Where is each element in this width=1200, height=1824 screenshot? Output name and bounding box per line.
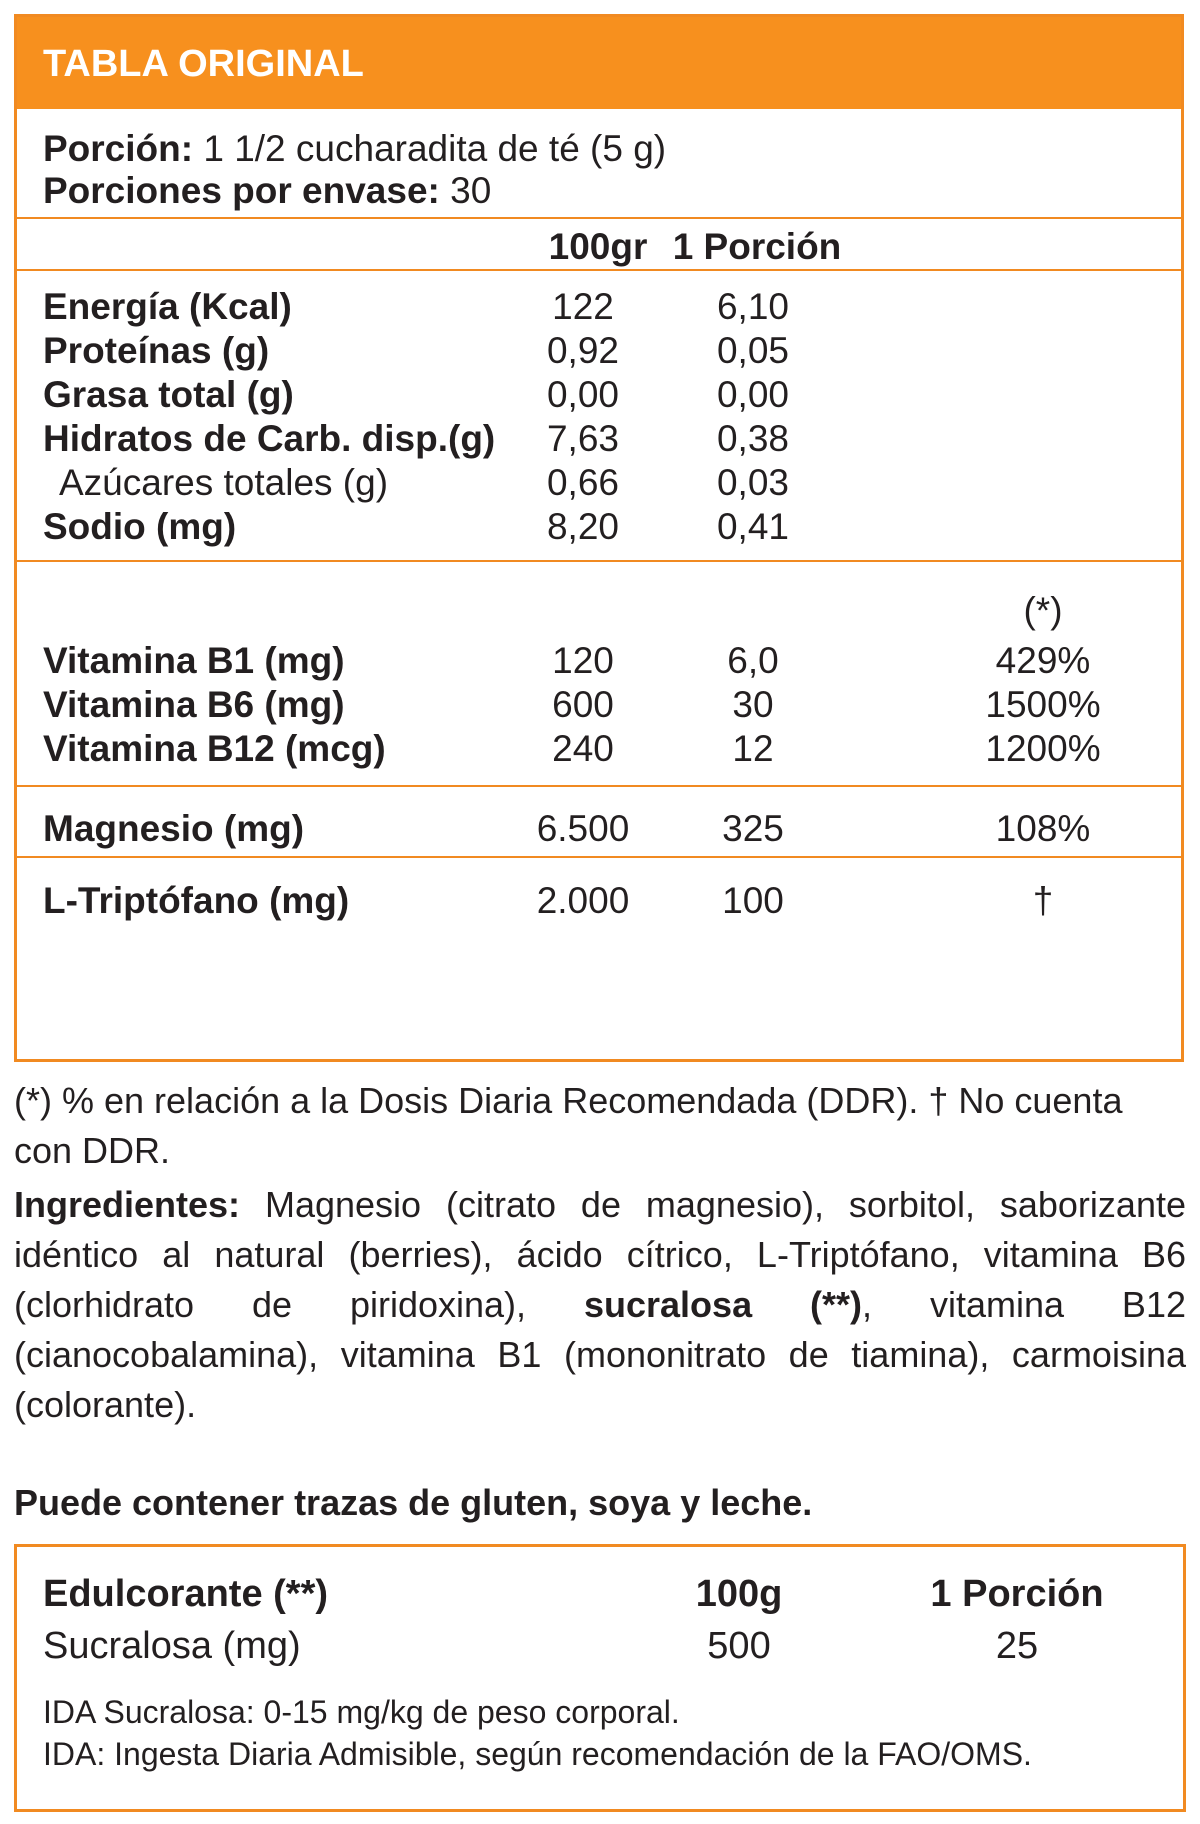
serving-size-value: 1 1/2 cucharadita de té (5 g) — [193, 128, 667, 169]
tryptophan-label: L-Triptófano (mg) — [43, 880, 350, 921]
vitamin-value-portion: 6,0 — [727, 640, 779, 681]
sweetener-row-100g: 500 — [707, 1625, 771, 1667]
nutrient-value-portion: 0,03 — [716, 462, 789, 503]
magnesium-value-ddr: 108% — [995, 808, 1091, 849]
servings-per-pack-label: Porciones por envase: — [43, 170, 440, 211]
vitamin-value-ddr: 1200% — [985, 728, 1101, 769]
vitamin-label-b6: Vitamina B6 (mg) — [43, 684, 345, 725]
ingredients-label: Ingredientes: — [14, 1184, 241, 1225]
sweetener-table: Edulcorante (**) 100g 1 Porción Sucralos… — [14, 1544, 1186, 1812]
magnesium-value-100g: 6.500 — [536, 808, 630, 849]
vitamin-value-portion: 12 — [732, 728, 774, 769]
sweetener-note-definition: IDA: Ingesta Diaria Admisible, según rec… — [43, 1736, 1032, 1772]
tryptophan-value-portion: 100 — [722, 880, 784, 921]
nutrient-value-100g: 8,20 — [546, 506, 619, 547]
vitamin-label-b1: Vitamina B1 (mg) — [43, 640, 345, 681]
divider — [17, 217, 1181, 219]
vitamin-value-100g: 120 — [552, 640, 614, 681]
ingredients-text-a: Magnesio (citrato de magnesio), sorbitol… — [14, 1184, 1186, 1325]
column-header-100g: 100gr — [548, 226, 648, 267]
serving-size-label: Porción: — [43, 128, 194, 169]
ingredients: Ingredientes: Magnesio (citrato de magne… — [14, 1180, 1186, 1430]
vitamin-label-b12: Vitamina B12 (mcg) — [43, 728, 386, 769]
nutrient-value-portion: 0,41 — [716, 506, 789, 547]
magnesium-value-portion: 325 — [722, 808, 784, 849]
nutrient-value-100g: 122 — [552, 286, 614, 327]
nutrient-value-portion: 0,00 — [716, 374, 789, 415]
nutrient-label-sugars: Azúcares totales (g) — [59, 462, 389, 503]
serving-size: Porción: 1 1/2 cucharadita de té (5 g) — [43, 127, 666, 171]
sweetener-title: Edulcorante (**) — [43, 1573, 329, 1615]
servings-per-pack-value: 30 — [439, 170, 492, 211]
table-header-bar: TABLA ORIGINAL — [17, 17, 1181, 109]
ddr-marker: (*) — [1023, 590, 1063, 631]
vitamin-value-portion: 30 — [732, 684, 774, 725]
nutrient-label-carbs: Hidratos de Carb. disp.(g) — [43, 418, 496, 459]
nutrient-value-portion: 6,10 — [716, 286, 789, 327]
nutrient-label-fat: Grasa total (g) — [43, 374, 294, 415]
divider — [17, 269, 1181, 271]
footnote: (*) % en relación a la Dosis Diaria Reco… — [14, 1080, 1123, 1171]
divider — [17, 785, 1181, 787]
allergen-warning: Puede contener trazas de gluten, soya y … — [14, 1482, 813, 1523]
tryptophan-value-ddr: † — [1032, 880, 1054, 921]
ingredients-sucralose: sucralosa (**) — [583, 1284, 863, 1325]
sweetener-row-portion: 25 — [995, 1625, 1039, 1667]
sweetener-row-label: Sucralosa (mg) — [43, 1625, 301, 1667]
magnesium-label: Magnesio (mg) — [43, 808, 305, 849]
nutrition-table: TABLA ORIGINAL Porción: 1 1/2 cucharadit… — [14, 14, 1184, 1062]
nutrient-value-100g: 0,92 — [546, 330, 619, 371]
nutrient-label-protein: Proteínas (g) — [43, 330, 270, 371]
divider — [17, 560, 1181, 562]
vitamin-value-ddr: 429% — [995, 640, 1091, 681]
sweetener-column-100g: 100g — [695, 1573, 783, 1615]
vitamin-value-100g: 240 — [552, 728, 614, 769]
servings-per-pack: Porciones por envase: 30 — [43, 169, 491, 213]
ingredients-text-b: , vitamina B12 (cianocobalamina), vitami… — [14, 1284, 1186, 1425]
nutrient-value-100g: 0,66 — [546, 462, 619, 503]
sweetener-note-ida: IDA Sucralosa: 0-15 mg/kg de peso corpor… — [43, 1694, 680, 1730]
nutrient-value-portion: 0,38 — [716, 418, 789, 459]
column-header-portion: 1 Porción — [672, 226, 842, 267]
table-title: TABLA ORIGINAL — [43, 43, 364, 85]
tryptophan-value-100g: 2.000 — [536, 880, 630, 921]
vitamin-value-100g: 600 — [552, 684, 614, 725]
nutrient-value-portion: 0,05 — [716, 330, 789, 371]
nutrient-value-100g: 7,63 — [546, 418, 619, 459]
divider — [17, 856, 1181, 858]
nutrient-label-energy: Energía (Kcal) — [43, 286, 292, 327]
nutrient-label-sodium: Sodio (mg) — [43, 506, 237, 547]
vitamin-value-ddr: 1500% — [985, 684, 1101, 725]
nutrient-value-100g: 0,00 — [546, 374, 619, 415]
sweetener-column-portion: 1 Porción — [930, 1573, 1104, 1615]
